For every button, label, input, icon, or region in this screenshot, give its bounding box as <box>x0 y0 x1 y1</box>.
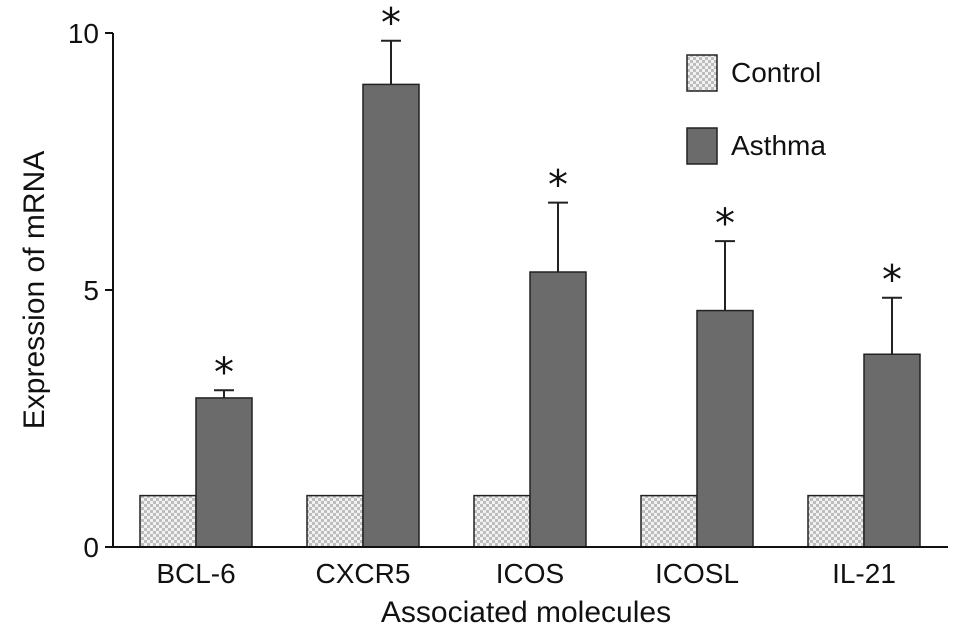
legend: Control Asthma <box>686 54 826 165</box>
bar-asthma-icosl <box>696 309 754 548</box>
x-axis-title: Associated molecules <box>381 596 671 629</box>
legend-swatch-control <box>686 54 718 92</box>
bar-asthma-icos <box>529 271 587 548</box>
bar-asthma-il-21 <box>863 353 921 548</box>
significance-star-icos: * <box>548 163 568 209</box>
legend-swatch-asthma <box>686 127 718 165</box>
x-tick-label-bcl-6: BCL-6 <box>156 558 235 589</box>
x-tick-label-cxcr5: CXCR5 <box>316 558 411 589</box>
y-axis-title: Expression of mRNA <box>18 151 51 429</box>
bar-control-icosl <box>640 494 698 548</box>
bar-control-il-21 <box>807 494 865 548</box>
y-tick-label-10: 10 <box>68 18 99 49</box>
significance-star-bcl-6: * <box>214 350 234 396</box>
y-tick-label-5: 5 <box>83 275 99 306</box>
bars-layer <box>139 83 921 548</box>
legend-label-control: Control <box>731 57 821 88</box>
bar-asthma-bcl-6 <box>195 397 253 548</box>
significance-star-icosl: * <box>715 201 735 247</box>
x-tick-label-il-21: IL-21 <box>832 558 896 589</box>
bar-control-cxcr5 <box>306 494 364 548</box>
error-bars-layer: * * * * * <box>214 1 902 398</box>
bar-control-bcl-6 <box>139 494 197 548</box>
significance-star-cxcr5: * <box>381 1 401 47</box>
y-tick-label-0: 0 <box>83 532 99 563</box>
significance-star-il-21: * <box>882 258 902 304</box>
legend-label-asthma: Asthma <box>731 130 826 161</box>
x-tick-label-icos: ICOS <box>496 558 564 589</box>
x-tick-label-icosl: ICOSL <box>655 558 739 589</box>
bar-control-icos <box>473 494 531 548</box>
bar-asthma-cxcr5 <box>362 83 420 548</box>
axes-layer: BCL-6 CXCR5 ICOS ICOSL IL-21 0 5 10 <box>68 18 948 589</box>
